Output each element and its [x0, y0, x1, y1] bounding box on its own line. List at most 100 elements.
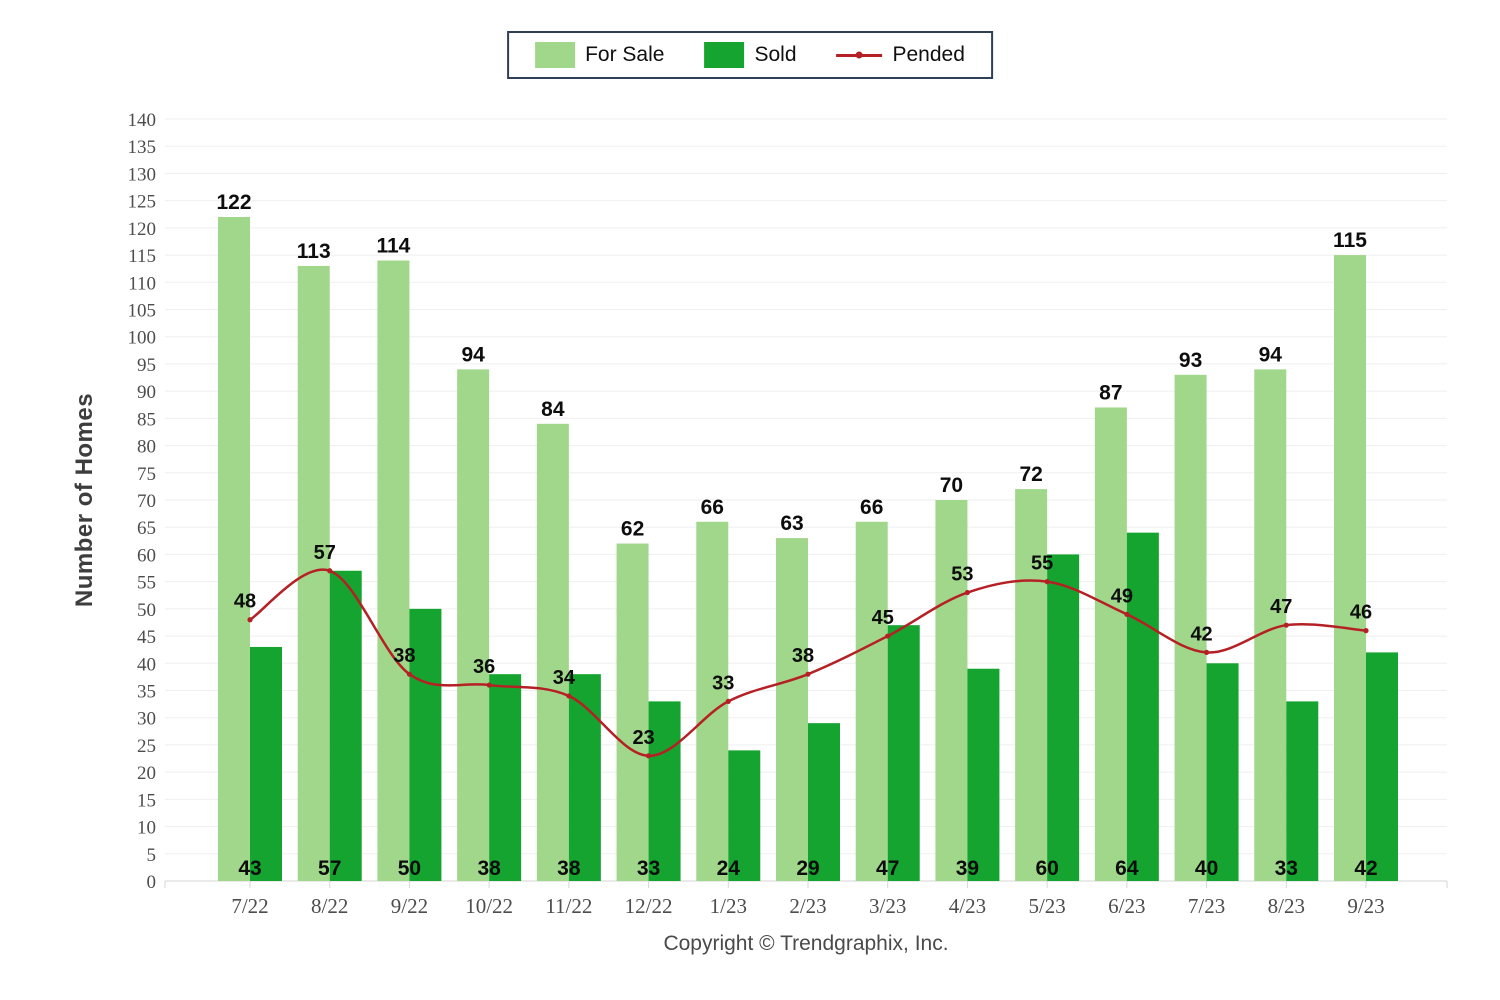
bar-for-sale [1094, 407, 1127, 881]
for-sale-value-label: 122 [216, 191, 251, 214]
x-tick-label: 11/22 [545, 894, 592, 918]
y-tick-label: 70 [137, 491, 156, 512]
y-tick-label: 140 [128, 110, 157, 131]
pended-dot-icon [856, 51, 863, 59]
x-tick-label: 1/23 [710, 894, 747, 918]
x-tick-label: 7/23 [1188, 894, 1225, 918]
x-tick-label: 9/22 [391, 894, 428, 918]
sold-value-label: 47 [876, 857, 899, 880]
bar-for-sale [536, 423, 569, 881]
pended-value-label: 38 [393, 645, 415, 667]
bar-sold [250, 646, 282, 881]
sold-value-label: 50 [398, 857, 421, 880]
for-sale-value-label: 87 [1099, 381, 1122, 404]
sold-value-label: 43 [238, 857, 261, 880]
sold-value-label: 64 [1115, 857, 1139, 880]
for-sale-value-label: 115 [1333, 229, 1367, 252]
sold-value-label: 33 [637, 857, 660, 880]
pended-line-swatch-icon [836, 51, 883, 59]
pended-point [406, 671, 413, 677]
pended-point [327, 568, 333, 574]
y-tick-label: 45 [137, 627, 156, 648]
bar-sold [1047, 554, 1080, 881]
pended-value-label: 23 [632, 727, 654, 749]
pended-point [885, 633, 891, 639]
for-sale-value-label: 62 [621, 518, 644, 541]
bar-sold [1126, 532, 1159, 881]
pended-value-label: 34 [553, 667, 576, 689]
y-tick-label: 100 [128, 328, 157, 349]
for-sale-value-label: 94 [1259, 343, 1283, 366]
y-tick-label: 50 [137, 600, 156, 621]
legend-item-pended: Pended [836, 43, 965, 67]
for-sale-value-label: 84 [541, 398, 565, 421]
legend-item-for-sale: For Sale [535, 42, 664, 68]
legend-label-for-sale: For Sale [585, 43, 665, 66]
x-tick-label: 4/23 [949, 894, 986, 918]
x-tick-label: 8/23 [1268, 894, 1305, 918]
y-tick-label: 40 [137, 654, 156, 675]
sold-value-label: 42 [1354, 857, 1377, 880]
y-tick-label: 5 [147, 845, 157, 866]
y-tick-label: 25 [137, 736, 156, 757]
pended-value-label: 47 [1270, 596, 1292, 618]
bar-for-sale [1015, 489, 1048, 881]
sold-value-label: 38 [557, 857, 581, 880]
sold-value-label: 33 [1275, 857, 1298, 880]
bar-for-sale [616, 543, 649, 881]
bar-for-sale [855, 521, 888, 881]
bar-for-sale [1334, 255, 1366, 882]
pended-value-label: 53 [951, 564, 973, 586]
y-tick-label: 90 [137, 382, 156, 403]
pended-point [1124, 611, 1130, 617]
pended-value-label: 42 [1190, 623, 1212, 645]
y-tick-label: 125 [128, 192, 157, 213]
y-tick-label: 35 [137, 682, 156, 703]
pended-point [1363, 628, 1369, 634]
for-sale-value-label: 66 [860, 496, 883, 519]
y-tick-label: 135 [128, 137, 157, 158]
y-tick-label: 30 [137, 709, 156, 730]
y-tick-label: 0 [147, 872, 157, 893]
y-tick-label: 110 [128, 273, 156, 294]
bar-sold [1366, 652, 1398, 881]
y-tick-label: 10 [137, 818, 156, 839]
y-tick-label: 85 [137, 409, 156, 430]
pended-point [805, 671, 811, 677]
pended-point [247, 617, 253, 623]
sold-value-label: 38 [477, 857, 501, 880]
pended-point [725, 698, 731, 704]
x-tick-label: 2/23 [789, 894, 826, 918]
pended-value-label: 38 [792, 645, 814, 667]
y-tick-label: 15 [137, 790, 156, 811]
x-tick-label: 9/23 [1347, 894, 1384, 918]
sold-value-label: 60 [1035, 857, 1058, 880]
for-sale-swatch-icon [535, 42, 576, 68]
pended-point [1283, 622, 1289, 628]
pended-point [964, 589, 971, 596]
for-sale-value-label: 94 [461, 343, 485, 366]
copyright-text: Copyright © Trendgraphix, Inc. [663, 932, 949, 955]
bar-sold [887, 625, 920, 881]
for-sale-value-label: 66 [701, 496, 724, 519]
bar-sold [1206, 663, 1239, 881]
y-tick-label: 95 [137, 355, 156, 376]
pended-point [1044, 579, 1050, 585]
pended-point [1203, 649, 1210, 656]
bar-sold [489, 674, 522, 881]
y-tick-label: 115 [128, 246, 156, 267]
sold-value-label: 57 [318, 857, 341, 880]
x-tick-label: 3/23 [869, 894, 906, 918]
bar-sold [1286, 701, 1319, 881]
bar-sold [808, 723, 840, 881]
y-tick-label: 75 [137, 464, 156, 485]
y-tick-label: 120 [128, 219, 157, 240]
for-sale-value-label: 113 [297, 240, 331, 263]
y-tick-label: 80 [137, 437, 156, 458]
bar-for-sale [1174, 374, 1207, 881]
x-tick-label: 5/23 [1028, 894, 1065, 918]
bar-for-sale [377, 260, 410, 881]
bar-sold [648, 701, 681, 881]
x-tick-label: 12/22 [625, 894, 673, 918]
